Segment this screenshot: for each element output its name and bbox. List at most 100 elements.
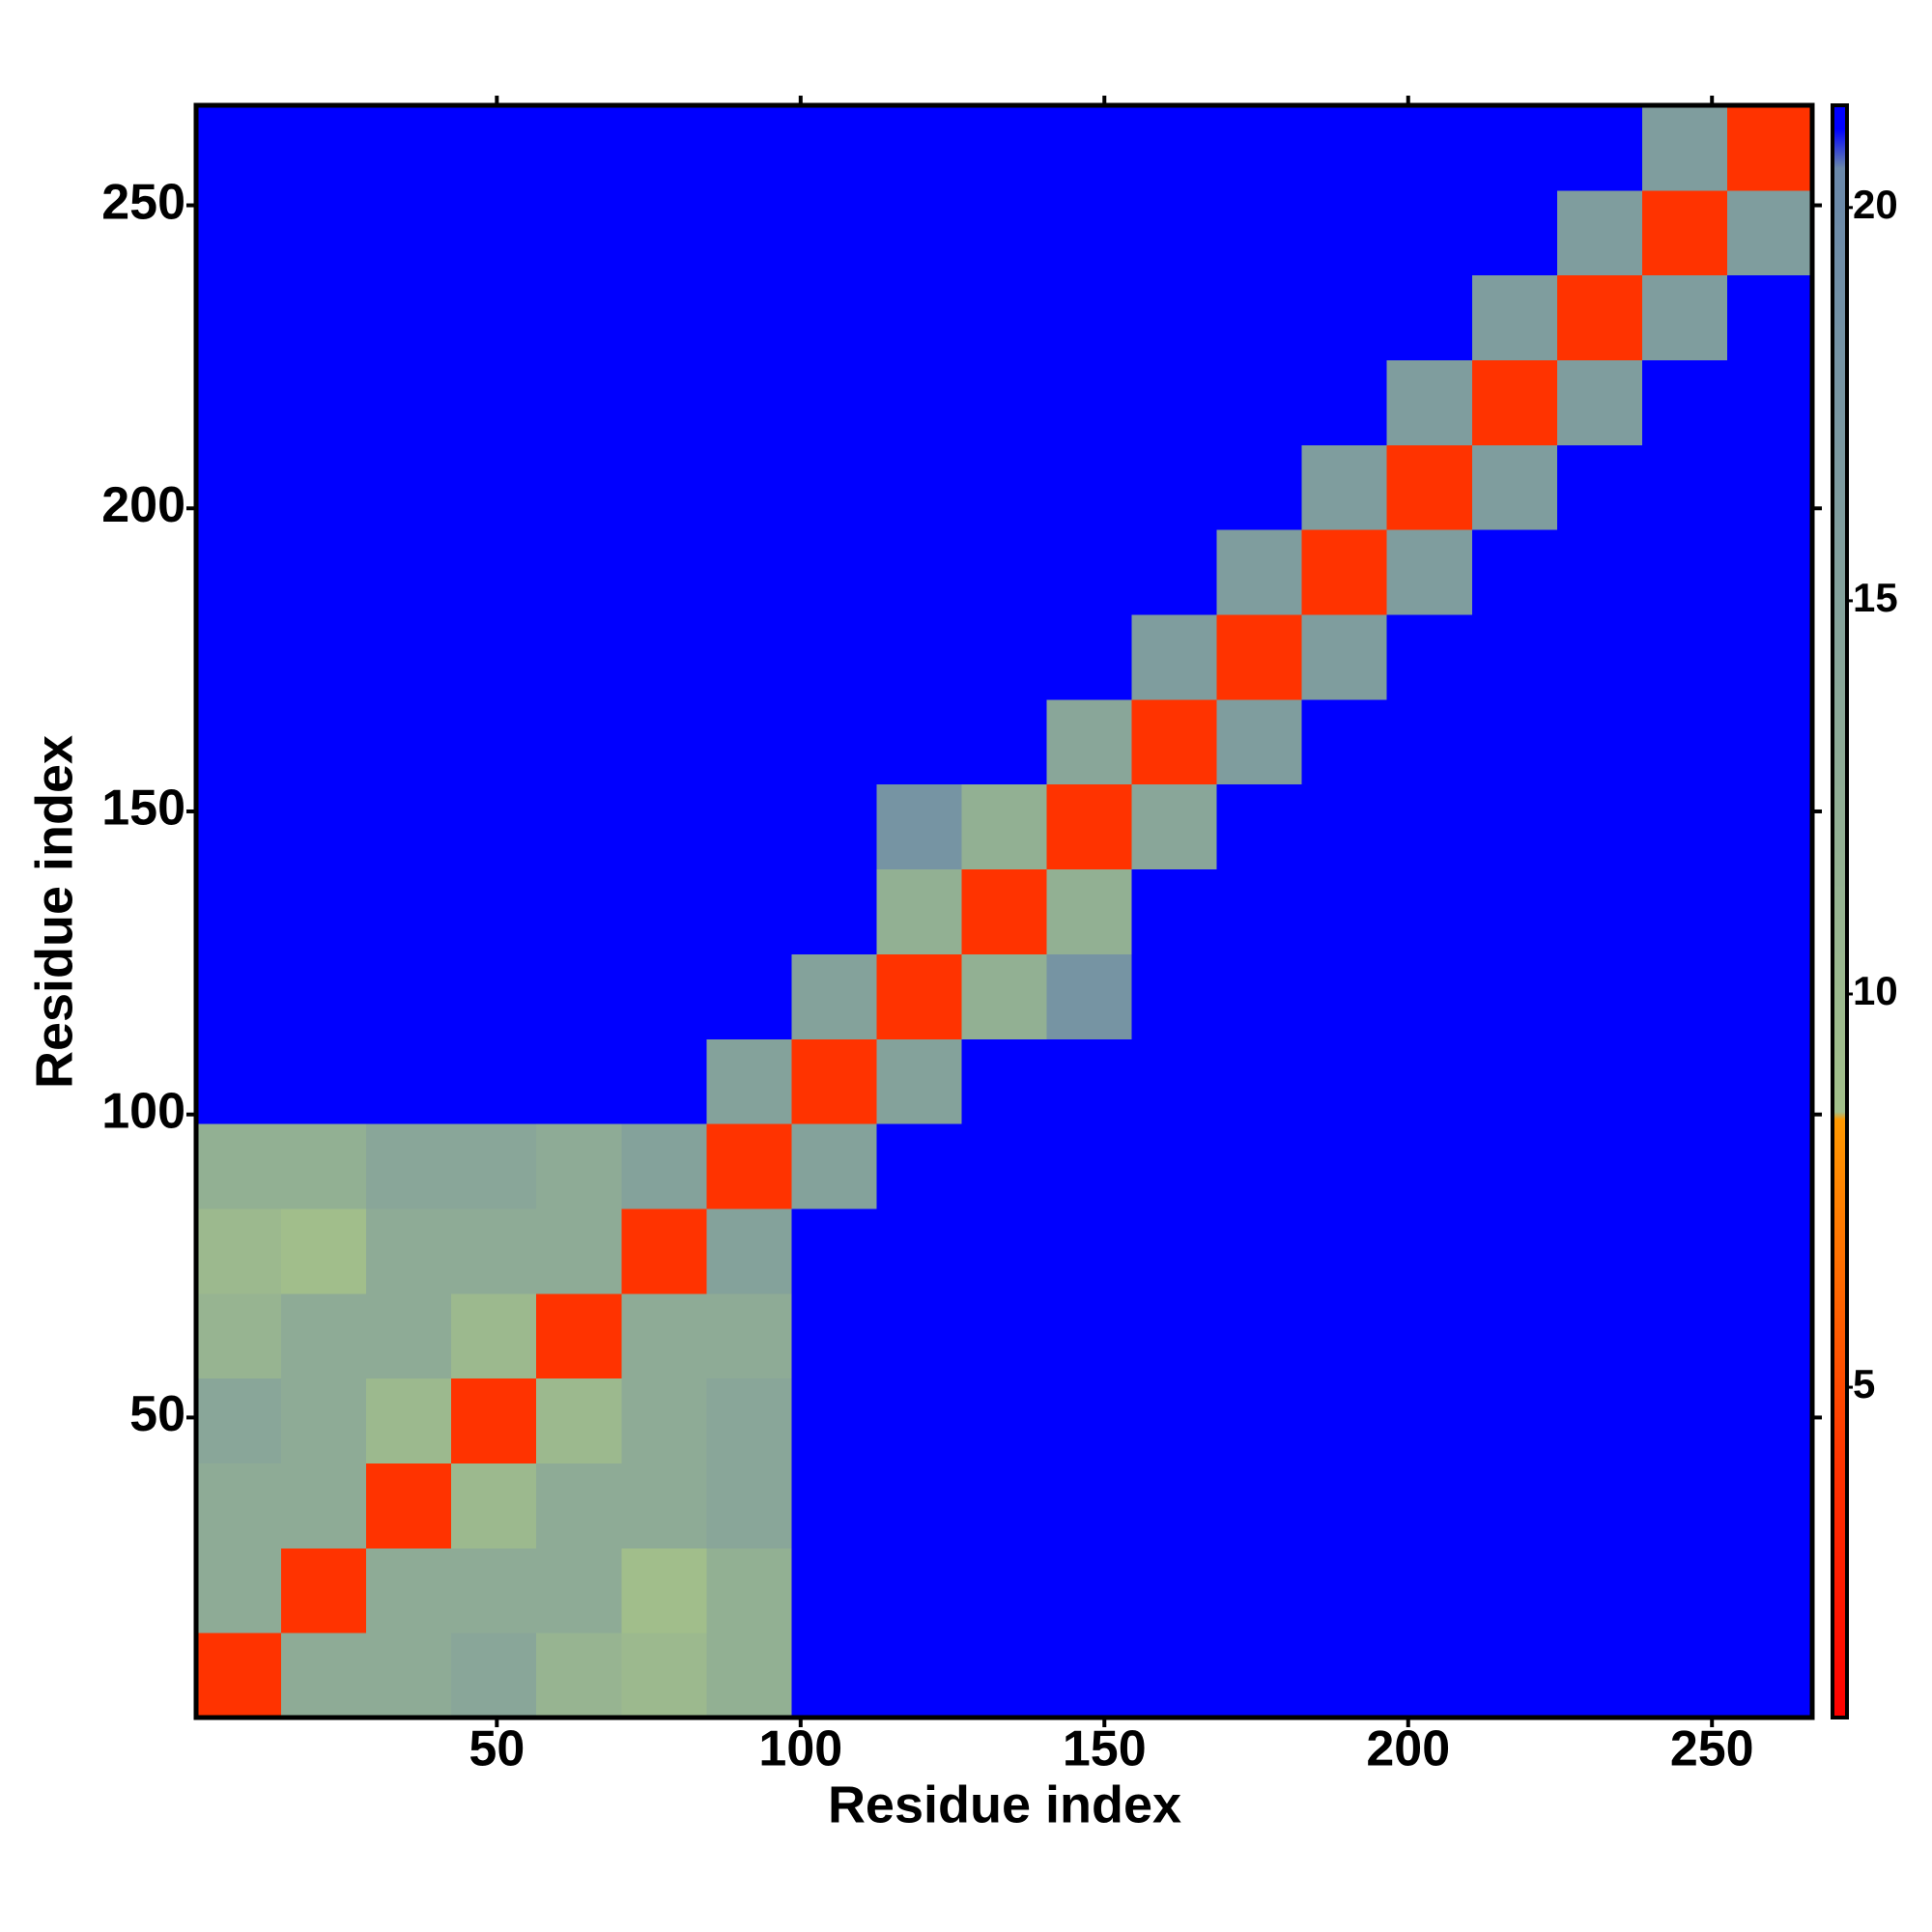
heat-cell xyxy=(1301,614,1388,700)
colorbar-tick-label: 5 xyxy=(1853,1361,1875,1406)
heat-cell xyxy=(1471,1038,1558,1124)
heat-cell xyxy=(1216,1123,1303,1209)
heat-cell xyxy=(451,1208,537,1294)
heat-cell xyxy=(1216,1548,1303,1634)
heat-cell xyxy=(961,1293,1048,1379)
heat-cell xyxy=(536,1378,622,1463)
heat-cell xyxy=(706,1038,792,1124)
heat-cell xyxy=(1726,1378,1813,1463)
heat-cell xyxy=(366,189,452,276)
heat-cell xyxy=(536,1633,622,1719)
heat-cell xyxy=(451,274,537,361)
y-tick-label: 250 xyxy=(101,174,185,230)
heat-cell xyxy=(876,1038,962,1124)
heat-cell xyxy=(196,614,282,700)
heat-cell xyxy=(281,189,367,276)
heat-cell xyxy=(1131,189,1218,276)
heat-cell xyxy=(196,274,282,361)
heat-cell xyxy=(1216,1293,1303,1379)
heat-cell xyxy=(706,1633,792,1719)
heat-cell xyxy=(1046,1548,1133,1634)
heat-cell xyxy=(876,698,962,785)
heat-cell xyxy=(451,189,537,276)
heat-cell xyxy=(1301,868,1388,954)
colorbar-tick-label: 10 xyxy=(1853,968,1898,1013)
heat-cell xyxy=(281,274,367,361)
heat-cell xyxy=(1301,529,1388,615)
heat-cell xyxy=(621,953,707,1039)
heat-cell xyxy=(1216,1463,1303,1548)
heat-cell xyxy=(281,359,367,445)
heat-cell xyxy=(366,953,452,1039)
heat-cell xyxy=(1556,359,1643,445)
heat-cell xyxy=(706,953,792,1039)
heat-cell xyxy=(451,105,537,191)
heat-cell xyxy=(961,1378,1048,1463)
heat-cell xyxy=(791,698,877,785)
colorbar-tick-label: 15 xyxy=(1853,575,1898,620)
heat-cell xyxy=(1386,1633,1473,1719)
heat-cell xyxy=(1471,1463,1558,1548)
heat-cell xyxy=(1556,698,1643,785)
heat-cell xyxy=(876,359,962,445)
heat-cell xyxy=(1131,868,1218,954)
heat-cell xyxy=(536,698,622,785)
heat-cell xyxy=(1131,1633,1218,1719)
heat-cell xyxy=(1726,274,1813,361)
heat-cell xyxy=(1046,359,1133,445)
heat-cell xyxy=(706,614,792,700)
heat-cell xyxy=(451,953,537,1039)
heat-cell xyxy=(1556,1463,1643,1548)
heat-cell xyxy=(1556,444,1643,530)
heat-cell xyxy=(1046,1293,1133,1379)
heat-cell xyxy=(366,614,452,700)
heat-cell xyxy=(791,1378,877,1463)
heat-cell xyxy=(1216,614,1303,700)
heat-cell xyxy=(1131,529,1218,615)
heat-cell xyxy=(706,698,792,785)
heat-cell xyxy=(1641,529,1728,615)
heat-cell xyxy=(1216,105,1303,191)
heat-cell xyxy=(876,1208,962,1294)
heat-cell xyxy=(1131,359,1218,445)
heat-cell xyxy=(1641,1633,1728,1719)
heat-cell xyxy=(1386,444,1473,530)
heat-cell xyxy=(1046,105,1133,191)
heat-cell xyxy=(281,1293,367,1379)
heat-cell xyxy=(791,614,877,700)
heat-cell xyxy=(1386,868,1473,954)
heat-cell xyxy=(1726,444,1813,530)
heat-cell xyxy=(791,1293,877,1379)
heat-cell xyxy=(1471,783,1558,870)
heat-cell xyxy=(536,1548,622,1634)
heat-cell xyxy=(1641,1463,1728,1548)
heat-cell xyxy=(621,1633,707,1719)
heat-cell xyxy=(1046,1208,1133,1294)
heat-cell xyxy=(1556,1123,1643,1209)
heat-cell xyxy=(1386,1378,1473,1463)
heat-cell xyxy=(536,1123,622,1209)
colorbar xyxy=(1831,103,1849,1719)
heat-cell xyxy=(1556,529,1643,615)
heat-cell xyxy=(1301,1123,1388,1209)
heat-cell xyxy=(961,189,1048,276)
heat-cell xyxy=(1471,444,1558,530)
heat-cell xyxy=(791,1038,877,1124)
heat-cell xyxy=(1556,953,1643,1039)
heat-cell xyxy=(1046,1633,1133,1719)
heat-cell xyxy=(196,359,282,445)
heat-cell xyxy=(1386,783,1473,870)
heat-cell xyxy=(281,1208,367,1294)
heat-cell xyxy=(961,953,1048,1039)
heat-cell xyxy=(366,1548,452,1634)
heat-cell xyxy=(961,359,1048,445)
heat-cell xyxy=(1386,1038,1473,1124)
heat-cell xyxy=(1216,1208,1303,1294)
heat-cell xyxy=(451,1378,537,1463)
heat-cell xyxy=(876,614,962,700)
heat-cell xyxy=(1131,1038,1218,1124)
heat-cell xyxy=(281,1038,367,1124)
heat-cell xyxy=(451,1038,537,1124)
heat-cell xyxy=(621,359,707,445)
heat-cell xyxy=(876,444,962,530)
